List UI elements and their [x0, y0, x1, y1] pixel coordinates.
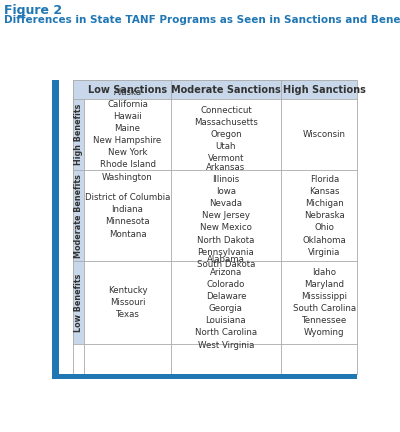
Text: Alabama
Arizona
Colorado
Delaware
Georgia
Louisiana
North Carolina
West Virginia: Alabama Arizona Colorado Delaware Georgi… [195, 255, 257, 349]
Text: Arkansas
Illinois
Iowa
Nevada
New Jersey
New Mexico
North Dakota
Pennsylvania
So: Arkansas Illinois Iowa Nevada New Jersey… [197, 163, 255, 269]
Bar [73, 99, 84, 170]
Text: High Sanctions: High Sanctions [283, 85, 366, 95]
Text: Figure 2: Figure 2 [4, 4, 62, 17]
Bar [73, 80, 357, 374]
Text: Moderate Sanctions: Moderate Sanctions [171, 85, 281, 95]
Bar [73, 80, 357, 99]
Text: High Benefits: High Benefits [74, 104, 83, 165]
Text: Alaska
California
Hawaii
Maine
New Hampshire
New York
Rhode Island
Washington: Alaska California Hawaii Maine New Hamps… [93, 88, 162, 181]
Text: Moderate Benefits: Moderate Benefits [74, 174, 83, 258]
Text: District of Columbia
Indiana
Minnesota
Montana: District of Columbia Indiana Minnesota M… [85, 193, 170, 238]
Bar [73, 170, 84, 261]
Text: Florida
Kansas
Michigan
Nebraska
Ohio
Oklahoma
Virginia: Florida Kansas Michigan Nebraska Ohio Ok… [302, 175, 346, 257]
Bar [73, 80, 357, 374]
Text: Low Benefits: Low Benefits [74, 273, 83, 332]
Text: Low Sanctions: Low Sanctions [88, 85, 167, 95]
Text: Differences in State TANF Programs as Seen in Sanctions and Benefits: Differences in State TANF Programs as Se… [4, 15, 400, 25]
Bar [52, 374, 357, 379]
Bar [73, 261, 84, 344]
Text: Connecticut
Massachusetts
Oregon
Utah
Vermont: Connecticut Massachusetts Oregon Utah Ve… [194, 106, 258, 163]
Text: Kentucky
Missouri
Texas: Kentucky Missouri Texas [108, 286, 147, 319]
Text: Wisconsin: Wisconsin [303, 130, 346, 139]
Text: Idaho
Maryland
Mississippi
South Carolina
Tennessee
Wyoming: Idaho Maryland Mississippi South Carolin… [293, 267, 356, 337]
Bar [52, 80, 59, 374]
